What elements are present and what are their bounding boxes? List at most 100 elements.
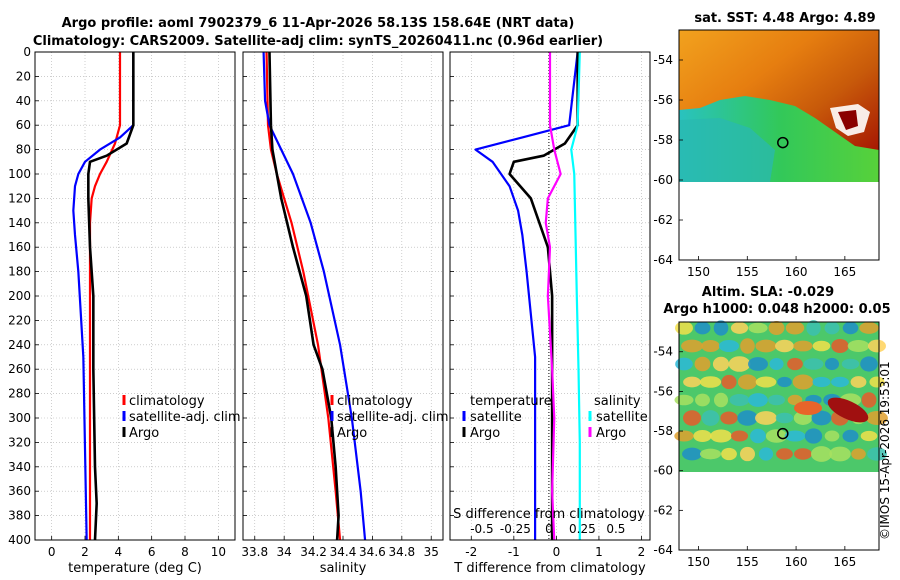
sla-anomaly <box>804 428 823 444</box>
sla-anomaly <box>803 358 824 370</box>
sla-anomaly <box>812 340 831 352</box>
x-tick-label: 34.4 <box>330 545 357 559</box>
map-y-tick-label: -60 <box>653 173 673 187</box>
difference-ticks: -2 -1 0 1 2 <box>450 51 645 559</box>
y-tick-label: 20 <box>16 69 31 83</box>
map-y-tick-label: -60 <box>653 464 673 478</box>
difference-top-label: S difference from climatology <box>453 507 645 522</box>
sla-anomaly <box>868 339 886 353</box>
y-tick-label: 260 <box>8 362 31 376</box>
y-tick-label: 200 <box>8 289 31 303</box>
sst-cold-core <box>679 118 775 182</box>
sla-anomaly <box>730 322 749 334</box>
sla-anomaly <box>683 410 701 426</box>
map-x-tick-label: 160 <box>785 265 808 279</box>
y-tick-label: 140 <box>8 216 31 230</box>
legend-title-salinity: salinity <box>594 394 641 409</box>
sla-map-title: Altim. SLA: -0.029 <box>702 285 834 300</box>
x-tick-label: 10 <box>211 545 226 559</box>
sla-anomaly <box>695 393 710 407</box>
sla-anomaly <box>748 393 768 407</box>
sla-anomaly <box>710 429 732 443</box>
temperature-series <box>72 52 135 540</box>
map-x-tick-label: 160 <box>785 555 808 569</box>
x-tick-label: 0 <box>48 545 56 559</box>
x-tick-label: 34.6 <box>359 545 386 559</box>
sla-anomaly <box>829 446 851 462</box>
y-tick-label: 180 <box>8 265 31 279</box>
sla-anomaly <box>842 429 859 443</box>
sla-anomaly <box>860 356 878 372</box>
sla-anomaly <box>794 448 812 460</box>
sla-anomaly <box>699 376 722 388</box>
sla-anomaly <box>867 447 887 461</box>
s-tick-label: 0.5 <box>606 522 625 536</box>
difference-legend-salinity: salinity satellite Argo <box>588 394 648 441</box>
sla-anomaly <box>740 338 755 354</box>
sla-anomaly <box>739 446 756 462</box>
sst-map-ticks: 150 155 160 165 -54 -56 -58 -60 -62 -64 <box>653 53 856 279</box>
series-line-t-satellite <box>474 52 579 540</box>
sla-anomaly <box>827 397 869 423</box>
x-tick-label: 33.8 <box>241 545 268 559</box>
y-tick-label: 380 <box>8 509 31 523</box>
x-tick-label: 34.2 <box>300 545 327 559</box>
series-line-argo <box>87 52 135 540</box>
map-y-tick-label: -56 <box>653 93 673 107</box>
sla-anomaly <box>824 357 840 371</box>
map-y-tick-label: -64 <box>653 253 673 267</box>
temperature-xlabel: temperature (deg C) <box>68 561 202 576</box>
sla-anomaly <box>701 340 720 352</box>
sla-anomaly <box>775 412 794 424</box>
sla-anomaly <box>675 321 693 335</box>
sla-anomaly <box>824 430 840 442</box>
y-tick-label: 0 <box>23 45 31 59</box>
argo-location-marker <box>777 427 789 440</box>
title-line-2: Climatology: CARS2009. Satellite-adj cli… <box>33 34 603 49</box>
sla-anomaly <box>775 339 794 353</box>
sla-anomaly <box>785 321 805 335</box>
sst-map: sat. SST: 4.48 Argo: 4.89 150 155 160 165 -5… <box>653 11 880 279</box>
map-y-tick-label: -58 <box>653 424 673 438</box>
difference-legend-temperature: temperature satellite Argo <box>462 394 552 441</box>
x-tick-label: 1 <box>595 545 603 559</box>
map-x-tick-label: 165 <box>833 555 856 569</box>
sla-anomaly <box>866 411 888 425</box>
series-line-argo <box>268 52 340 540</box>
difference-series <box>474 52 581 540</box>
series-line-satellite-adj-clim <box>72 52 135 540</box>
sla-anomaly <box>768 394 785 406</box>
difference-panel: -2 -1 0 1 2 T difference from climatology S … <box>449 51 651 576</box>
sla-anomaly <box>831 376 849 388</box>
y-tick-label: 120 <box>8 191 31 205</box>
sla-anomaly <box>806 320 821 336</box>
sla-anomaly <box>682 447 702 461</box>
s-tick-label: -0.5 <box>470 522 493 536</box>
sla-anomaly <box>847 340 870 352</box>
map-x-tick-label: 165 <box>833 265 856 279</box>
y-tick-label: 280 <box>8 387 31 401</box>
legend-label-argo: Argo <box>129 426 159 441</box>
sla-anomaly <box>776 448 793 460</box>
sla-anomaly <box>810 446 833 462</box>
map-y-tick-label: -54 <box>653 345 673 359</box>
x-tick-label: 0 <box>553 545 561 559</box>
sla-anomaly <box>765 429 788 443</box>
x-tick-label: 6 <box>148 545 156 559</box>
sla-anomaly <box>721 447 737 461</box>
sla-anomaly <box>693 430 712 442</box>
sla-anomaly <box>793 340 813 352</box>
salinity-xlabel: salinity <box>320 561 367 576</box>
series-line-s-satellite <box>570 52 581 540</box>
sla-anomaly <box>737 410 758 426</box>
s-tick-label: 0 <box>545 522 553 536</box>
sla-anomaly <box>737 374 758 390</box>
y-tick-label: 40 <box>16 94 31 108</box>
sla-anomaly <box>755 376 777 388</box>
sla-anomaly <box>721 374 737 390</box>
x-tick-label: 8 <box>181 545 189 559</box>
legend-label-t-argo: Argo <box>470 426 500 441</box>
sla-anomaly <box>713 320 729 336</box>
sla-anomaly <box>758 447 774 461</box>
sla-anomaly <box>861 392 877 408</box>
